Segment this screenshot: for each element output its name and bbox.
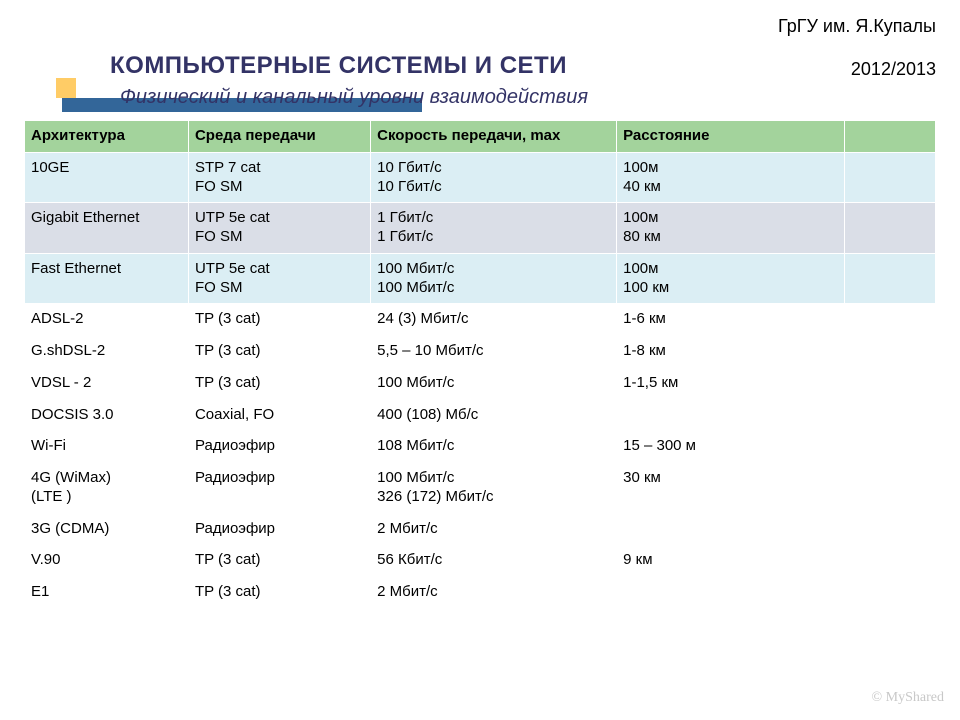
table-cell: 4G (WiMax) (LTE ) xyxy=(25,463,189,514)
academic-year: 2012/2013 xyxy=(778,59,936,80)
table-cell: 100м100 км xyxy=(617,253,845,304)
table-row: E1TP (3 cat)2 Мбит/с xyxy=(25,577,936,609)
col-header: Скорость передачи, max xyxy=(371,121,617,153)
table-row: 10GESTP 7 catFO SM10 Гбит/с10 Гбит/с100м… xyxy=(25,152,936,203)
table-row: V.90TP (3 cat)56 Кбит/с9 км xyxy=(25,545,936,577)
table-cell: TP (3 cat) xyxy=(188,577,370,609)
table-row: DOCSIS 3.0Coaxial, FO400 (108) Мб/с xyxy=(25,399,936,431)
table-cell: 5,5 – 10 Мбит/с xyxy=(371,336,617,368)
slide-subtitle: Физический и канальный уровни взаимодейс… xyxy=(120,86,588,109)
comparison-table-wrap: АрхитектураСреда передачиСкорость переда… xyxy=(24,120,936,609)
watermark: © MyShared xyxy=(872,690,944,706)
comparison-table: АрхитектураСреда передачиСкорость переда… xyxy=(24,120,936,609)
table-cell: Радиоэфир xyxy=(188,463,370,514)
table-cell: UTP 5e catFO SM xyxy=(188,203,370,254)
table-cell: 108 Мбит/с xyxy=(371,431,617,463)
table-cell xyxy=(844,513,935,545)
table-cell xyxy=(844,152,935,203)
table-cell: 1 Гбит/с1 Гбит/с xyxy=(371,203,617,254)
col-header: Расстояние xyxy=(617,121,845,153)
table-cell: 3G (CDMA) xyxy=(25,513,189,545)
table-cell xyxy=(844,253,935,304)
table-cell: E1 xyxy=(25,577,189,609)
table-row: 3G (CDMA)Радиоэфир2 Мбит/с xyxy=(25,513,936,545)
table-cell xyxy=(844,203,935,254)
table-cell xyxy=(617,513,845,545)
table-row: G.shDSL-2TP (3 cat)5,5 – 10 Мбит/с1-8 км xyxy=(25,336,936,368)
table-cell xyxy=(844,304,935,336)
table-row: VDSL - 2TP (3 cat)100 Мбит/с1-1,5 км xyxy=(25,367,936,399)
col-header: Архитектура xyxy=(25,121,189,153)
table-cell: 100 Мбит/с100 Мбит/с xyxy=(371,253,617,304)
table-row: ADSL-2TP (3 cat)24 (3) Мбит/с1-6 км xyxy=(25,304,936,336)
table-cell: 100м40 км xyxy=(617,152,845,203)
table-cell: 10 Гбит/с10 Гбит/с xyxy=(371,152,617,203)
table-cell: Gigabit Ethernet xyxy=(25,203,189,254)
table-head: АрхитектураСреда передачиСкорость переда… xyxy=(25,121,936,153)
table-cell: 24 (3) Мбит/с xyxy=(371,304,617,336)
table-cell: ADSL-2 xyxy=(25,304,189,336)
table-cell: G.shDSL-2 xyxy=(25,336,189,368)
table-cell: Радиоэфир xyxy=(188,431,370,463)
table-cell xyxy=(844,399,935,431)
table-cell: TP (3 cat) xyxy=(188,304,370,336)
table-cell: 100 Мбит/с326 (172) Мбит/с xyxy=(371,463,617,514)
table-cell: STP 7 catFO SM xyxy=(188,152,370,203)
table-cell: DOCSIS 3.0 xyxy=(25,399,189,431)
table-cell: 56 Кбит/с xyxy=(371,545,617,577)
table-cell: 15 – 300 м xyxy=(617,431,845,463)
table-body: 10GESTP 7 catFO SM10 Гбит/с10 Гбит/с100м… xyxy=(25,152,936,608)
table-cell: 9 км xyxy=(617,545,845,577)
table-cell: TP (3 cat) xyxy=(188,367,370,399)
table-cell xyxy=(844,545,935,577)
table-cell xyxy=(617,577,845,609)
table-cell: 1-6 км xyxy=(617,304,845,336)
table-cell: V.90 xyxy=(25,545,189,577)
table-cell xyxy=(844,463,935,514)
institution: ГрГУ им. Я.Купалы xyxy=(778,16,936,37)
table-cell xyxy=(844,577,935,609)
table-cell: 10GE xyxy=(25,152,189,203)
table-row: Wi-FiРадиоэфир108 Мбит/с15 – 300 м xyxy=(25,431,936,463)
table-row: 4G (WiMax) (LTE )Радиоэфир100 Мбит/с326 … xyxy=(25,463,936,514)
table-cell: Wi-Fi xyxy=(25,431,189,463)
table-cell: VDSL - 2 xyxy=(25,367,189,399)
table-cell: 2 Мбит/с xyxy=(371,513,617,545)
table-cell: 100 Мбит/с xyxy=(371,367,617,399)
table-cell xyxy=(844,367,935,399)
header-right: ГрГУ им. Я.Купалы 2012/2013 xyxy=(778,16,936,80)
slide: ГрГУ им. Я.Купалы 2012/2013 КОМПЬЮТЕРНЫЕ… xyxy=(0,0,960,720)
table-cell: Fast Ethernet xyxy=(25,253,189,304)
table-row: Fast EthernetUTP 5e catFO SM100 Мбит/с10… xyxy=(25,253,936,304)
table-cell xyxy=(844,336,935,368)
table-cell xyxy=(617,399,845,431)
table-cell: 2 Мбит/с xyxy=(371,577,617,609)
table-cell: UTP 5e catFO SM xyxy=(188,253,370,304)
table-cell: TP (3 cat) xyxy=(188,545,370,577)
table-cell: 1-1,5 км xyxy=(617,367,845,399)
table-cell: Радиоэфир xyxy=(188,513,370,545)
col-header xyxy=(844,121,935,153)
table-cell: Coaxial, FO xyxy=(188,399,370,431)
table-cell: 100м80 км xyxy=(617,203,845,254)
table-cell: TP (3 cat) xyxy=(188,336,370,368)
table-cell: 30 км xyxy=(617,463,845,514)
table-row: Gigabit EthernetUTP 5e catFO SM1 Гбит/с1… xyxy=(25,203,936,254)
bullet-square-icon xyxy=(56,78,76,98)
col-header: Среда передачи xyxy=(188,121,370,153)
slide-title: КОМПЬЮТЕРНЫЕ СИСТЕМЫ И СЕТИ xyxy=(110,52,567,80)
table-cell: 1-8 км xyxy=(617,336,845,368)
table-cell xyxy=(844,431,935,463)
table-cell: 400 (108) Мб/с xyxy=(371,399,617,431)
